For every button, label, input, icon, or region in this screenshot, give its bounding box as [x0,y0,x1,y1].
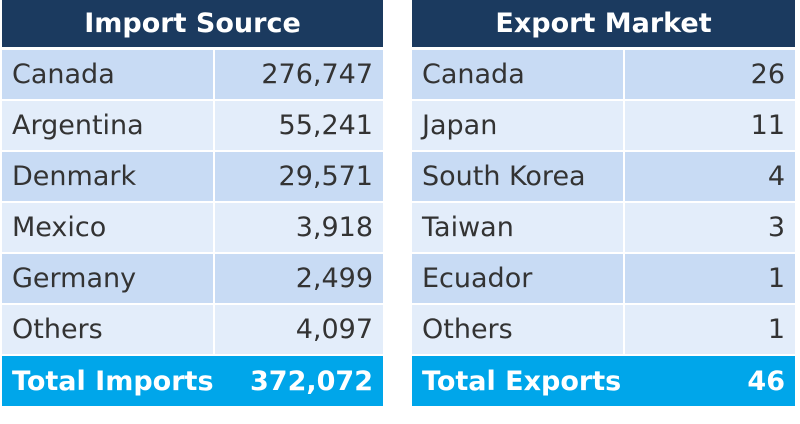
country-cell: South Korea [412,152,623,203]
table-row: Germany 2,499 [2,254,383,305]
country-cell: Japan [412,101,623,152]
country-cell: Others [2,305,213,356]
value-cell: 11 [623,101,795,152]
table-row: Denmark 29,571 [2,152,383,203]
table-header: Export Market [412,0,795,50]
country-cell: Argentina [2,101,213,152]
data-table: Export Market Canada 26 Japan 11 South Korea 4… [412,0,795,406]
table-row: Others 4,097 [2,305,383,356]
country-cell: Taiwan [412,203,623,254]
country-cell: Germany [2,254,213,305]
value-cell: 55,241 [213,101,383,152]
total-row: Total Imports 372,072 [2,356,383,406]
table-row: Mexico 3,918 [2,203,383,254]
table-row: Ecuador 1 [412,254,795,305]
country-cell: Mexico [2,203,213,254]
value-cell: 26 [623,50,795,101]
value-cell: 4,097 [213,305,383,356]
value-cell: 1 [623,305,795,356]
country-cell: Others [412,305,623,356]
country-cell: Ecuador [412,254,623,305]
value-cell: 2,499 [213,254,383,305]
total-value: 372,072 [213,356,383,406]
table-row: South Korea 4 [412,152,795,203]
header-row: Export Market [412,0,795,50]
table-row: Taiwan 3 [412,203,795,254]
country-cell: Denmark [2,152,213,203]
country-cell: Canada [2,50,213,101]
table-row: Canada 26 [412,50,795,101]
total-row: Total Exports 46 [412,356,795,406]
table-row: Others 1 [412,305,795,356]
table-header: Import Source [2,0,383,50]
table-row: Japan 11 [412,101,795,152]
value-cell: 276,747 [213,50,383,101]
total-label: Total Imports [2,356,214,406]
country-cell: Canada [412,50,623,101]
value-cell: 29,571 [213,152,383,203]
value-cell: 1 [623,254,795,305]
header-row: Import Source [2,0,383,50]
value-cell: 3 [623,203,795,254]
total-label: Total Exports [412,356,623,406]
table-row: Argentina 55,241 [2,101,383,152]
value-cell: 3,918 [213,203,383,254]
data-table: Import Source Canada 276,747 Argentina 55,24… [2,0,383,406]
table-row: Canada 276,747 [2,50,383,101]
value-cell: 4 [623,152,795,203]
total-value: 46 [623,356,795,406]
